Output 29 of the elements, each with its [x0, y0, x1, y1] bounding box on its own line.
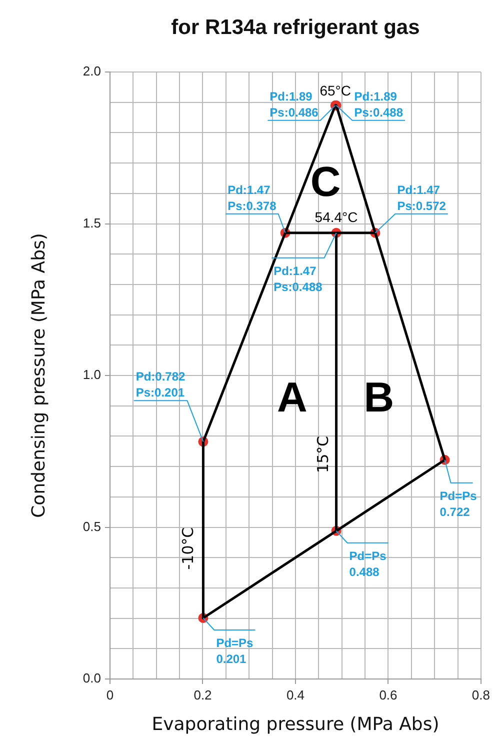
y-tick-label: 0.0 — [82, 670, 101, 686]
y-tick-label: 1.0 — [82, 367, 101, 382]
x-axis-title: Evaporating pressure (MPa Abs) — [152, 714, 440, 735]
annotation: Pd:1.89 Ps:0.488 — [354, 89, 404, 120]
y-tick-label: 2.0 — [82, 64, 101, 79]
annotation: 54.4°C — [314, 208, 358, 225]
annotation: Pd:1.89 Ps:0.486 — [270, 89, 319, 120]
x-tick-label: 0.2 — [194, 687, 212, 702]
annotation: Pd=Ps 0.201 — [216, 636, 254, 666]
y-tick-label: 0.5 — [82, 518, 101, 534]
annotation: B — [364, 373, 394, 420]
y-axis-title: Condensing pressure (MPa Abs) — [28, 233, 50, 518]
x-tick-label: 0.4 — [286, 687, 305, 702]
annotation: Pd:0.782 Ps:0.201 — [136, 370, 186, 400]
annotation: Pd=Ps 0.722 — [440, 488, 478, 519]
x-tick-label: 0.8 — [472, 687, 490, 702]
annotation: A — [276, 373, 308, 420]
x-tick-label: 0.6 — [379, 687, 398, 702]
annotation: Pd:1.47 Ps:0.488 — [274, 264, 323, 294]
annotation: Pd:1.47 Ps:0.572 — [397, 182, 446, 213]
x-tick-label: 0 — [106, 687, 114, 702]
y-tick-label: 1.5 — [82, 215, 101, 230]
annotation: Pd=Ps 0.488 — [349, 548, 387, 579]
annotation: C — [310, 158, 341, 205]
annotation: 15°C — [314, 436, 332, 473]
annotation: Pd:1.47 Ps:0.378 — [228, 182, 277, 213]
annotation: 65°C — [320, 82, 351, 98]
chart-title: for R134a refrigerant gas — [171, 16, 420, 39]
annotation: -10°C — [179, 527, 198, 570]
